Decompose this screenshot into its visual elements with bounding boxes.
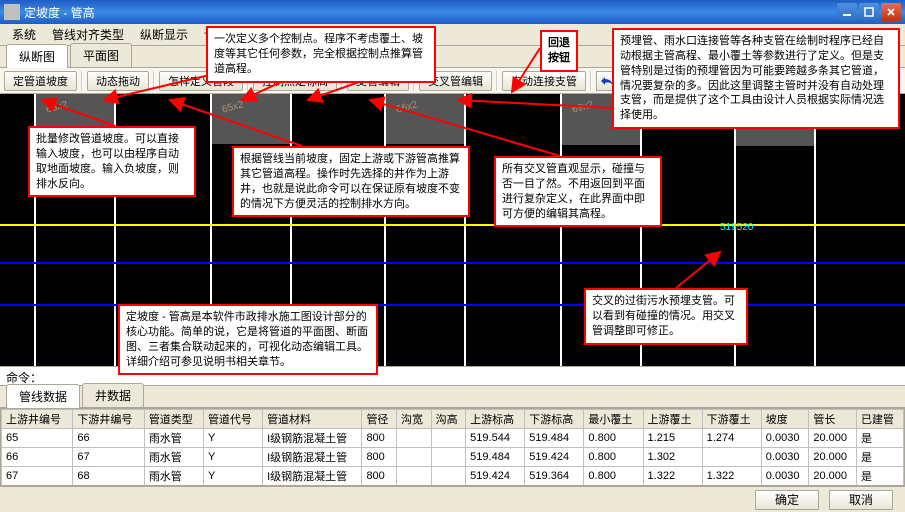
col-header[interactable]: 已建管 [856, 410, 903, 429]
footer: 确定 取消 [0, 486, 905, 512]
annot-bottom2: 交叉的过街污水预埋支管。可以看到有碰撞的情况。用交叉管调整即可修正。 [584, 288, 748, 345]
minimize-button[interactable] [837, 3, 857, 21]
app-icon [4, 4, 20, 20]
col-header[interactable]: 下游井编号 [73, 410, 144, 429]
annot-mid1: 根据管线当前坡度，固定上游或下游管高推算其它管道高程。操作时先选择的井作为上游井… [232, 146, 470, 217]
col-header[interactable]: 管径 [362, 410, 397, 429]
menu-system[interactable]: 系统 [4, 24, 44, 45]
col-header[interactable]: 管长 [809, 410, 857, 429]
btn-dynamic-drag[interactable]: 动态拖动 [87, 71, 149, 91]
menu-profile-display[interactable]: 纵断显示 [132, 24, 196, 45]
table-row[interactable]: 6566雨水管YI级钢筋混凝土管800519.544519.4840.8001.… [2, 429, 904, 448]
col-header[interactable]: 管道代号 [203, 410, 262, 429]
annot-top1: 一次定义多个控制点。程序不考虑覆土、坡度等其它任何参数，完全根据控制点推算管道高… [206, 26, 436, 83]
col-header[interactable]: 最小覆土 [584, 410, 643, 429]
annot-back-label: 回退按钮 [540, 30, 578, 72]
tab-pipe-data[interactable]: 管线数据 [6, 384, 80, 408]
btn-slope[interactable]: 定管道坡度 [4, 71, 77, 91]
bottom-tabs: 管线数据 井数据 [0, 386, 905, 408]
annot-top2: 预埋管、雨水口连接管等各种支管在绘制时程序已经自动根据主管高程、最小覆土等参数进… [612, 28, 900, 129]
table-row[interactable]: 6667雨水管YI级钢筋混凝土管800519.484519.4240.8001.… [2, 448, 904, 467]
col-header[interactable]: 上游标高 [466, 410, 525, 429]
col-header[interactable]: 管道类型 [144, 410, 203, 429]
annot-left1: 批量修改管道坡度。可以直接输入坡度，也可以由程序自动取地面坡度。输入负坡度，则排… [28, 126, 196, 197]
tab-plan[interactable]: 平面图 [70, 43, 132, 67]
btn-auto-connect[interactable]: 自动连接支管 [502, 71, 586, 91]
tab-well-data[interactable]: 井数据 [82, 383, 144, 407]
annot-bottom1: 定坡度 - 管高是本软件市政排水施工图设计部分的核心功能。简单的说，它是将管道的… [118, 304, 378, 375]
data-grid[interactable]: 上游井编号下游井编号管道类型管道代号管道材料管径沟宽沟高上游标高下游标高最小覆土… [0, 408, 905, 486]
titlebar: 定坡度 - 管高 [0, 0, 905, 24]
tab-profile[interactable]: 纵断图 [6, 44, 68, 68]
close-button[interactable] [881, 3, 901, 21]
col-header[interactable]: 下游标高 [525, 410, 584, 429]
maximize-button[interactable] [859, 3, 879, 21]
col-header[interactable]: 上游井编号 [2, 410, 73, 429]
col-header[interactable]: 上游覆土 [643, 410, 702, 429]
col-header[interactable]: 坡度 [761, 410, 809, 429]
col-header[interactable]: 下游覆土 [702, 410, 761, 429]
menu-aligntype[interactable]: 管线对齐类型 [44, 24, 132, 45]
col-header[interactable]: 沟宽 [397, 410, 432, 429]
col-header[interactable]: 沟高 [431, 410, 466, 429]
table-row[interactable]: 6768雨水管YI级钢筋混凝土管800519.424519.3640.8001.… [2, 467, 904, 486]
window-title: 定坡度 - 管高 [24, 4, 837, 21]
annot-mid2: 所有交叉管直观显示，碰撞与否一目了然。不用返回到平面进行复杂定义，在此界面中即可… [494, 156, 662, 227]
col-header[interactable]: 管道材料 [263, 410, 362, 429]
